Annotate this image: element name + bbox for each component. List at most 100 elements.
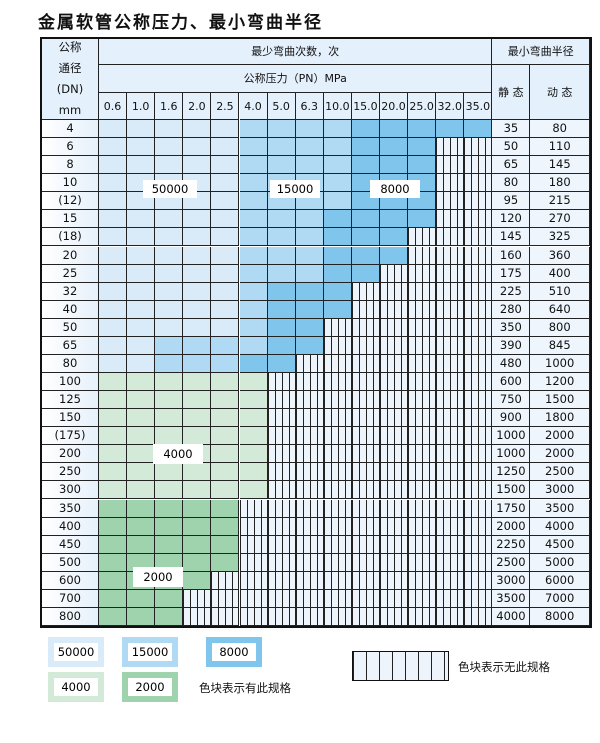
spec-cell-unavailable	[351, 336, 380, 355]
spec-cell-unavailable	[436, 409, 465, 428]
spec-cell-8000	[267, 300, 296, 319]
spec-cell-50000	[99, 354, 128, 373]
spec-cell-unavailable	[267, 409, 296, 428]
spec-cell-50000	[183, 210, 212, 229]
spec-cell-unavailable	[436, 282, 465, 301]
spec-cell-50000	[211, 228, 240, 247]
dn-cell: 4	[42, 120, 99, 139]
static-radius-cell: 80	[492, 174, 531, 193]
dynamic-radius-cell: 510	[530, 282, 590, 301]
spec-cell-8000	[323, 282, 352, 301]
spec-cell-50000	[155, 318, 184, 337]
spec-cell-unavailable	[239, 499, 268, 518]
spec-cell-8000	[408, 120, 437, 139]
zone-label-15000: 15000	[270, 180, 320, 198]
dn-cell: (175)	[42, 427, 99, 446]
spec-cell-unavailable	[436, 373, 465, 392]
spec-cell-4000	[183, 427, 212, 446]
spec-cell-4000	[127, 463, 156, 482]
spec-cell-unavailable	[380, 607, 409, 626]
dn-cell: 80	[42, 354, 99, 373]
static-radius-cell: 1000	[492, 445, 531, 464]
spec-cell-unavailable	[436, 174, 465, 193]
spec-cell-2000	[155, 607, 184, 626]
spec-cell-8000	[351, 228, 380, 247]
spec-cell-8000	[436, 120, 465, 139]
spec-cell-unavailable	[183, 589, 212, 608]
dynamic-radius-cell: 3500	[530, 499, 590, 518]
spec-cell-unavailable	[351, 300, 380, 319]
pressure-col-header: 2.5	[211, 93, 240, 120]
spec-cell-15000	[267, 210, 296, 229]
spec-cell-unavailable	[436, 499, 465, 518]
legend-8000: 8000	[206, 637, 262, 667]
spec-cell-15000	[239, 156, 268, 175]
spec-cell-4000	[127, 391, 156, 410]
spec-cell-8000	[267, 354, 296, 373]
zone-label-2000: 2000	[133, 567, 183, 587]
pressure-col-header: 6.3	[295, 93, 324, 120]
spec-cell-unavailable	[464, 174, 493, 193]
spec-cell-unavailable	[323, 391, 352, 410]
spec-cell-4000	[127, 445, 156, 464]
spec-cell-2000	[127, 517, 156, 536]
spec-cell-unavailable	[323, 354, 352, 373]
spec-cell-unavailable	[408, 571, 437, 590]
spec-cell-15000	[211, 354, 240, 373]
spec-cell-unavailable	[351, 445, 380, 464]
pressure-col-header: 20.0	[380, 93, 409, 120]
spec-cell-50000	[127, 210, 156, 229]
static-radius-cell: 1750	[492, 499, 531, 518]
static-radius-cell: 1500	[492, 481, 531, 500]
spec-cell-4000	[99, 463, 128, 482]
spec-cell-50000	[127, 336, 156, 355]
dn-cell: 10	[42, 174, 99, 193]
spec-cell-unavailable	[408, 354, 437, 373]
spec-cell-2000	[99, 571, 128, 590]
spec-cell-unavailable	[351, 571, 380, 590]
dn-cell: 8	[42, 156, 99, 175]
spec-cell-unavailable	[267, 463, 296, 482]
spec-cell-4000	[155, 409, 184, 428]
spec-cell-2000	[155, 517, 184, 536]
spec-cell-50000	[99, 246, 128, 265]
spec-cell-8000	[295, 336, 324, 355]
zone-label-50000: 50000	[143, 180, 197, 198]
spec-cell-8000	[323, 300, 352, 319]
spec-cell-unavailable	[380, 553, 409, 572]
spec-cell-unavailable	[464, 138, 493, 157]
spec-cell-50000	[211, 192, 240, 211]
spec-cell-unavailable	[211, 607, 240, 626]
spec-cell-4000	[183, 481, 212, 500]
spec-cell-unavailable	[323, 589, 352, 608]
spec-cell-2000	[127, 535, 156, 554]
spec-cell-50000	[155, 210, 184, 229]
spec-cell-2000	[211, 517, 240, 536]
spec-cell-8000	[351, 210, 380, 229]
spec-cell-unavailable	[295, 517, 324, 536]
spec-cell-15000	[239, 174, 268, 193]
legend-has-spec-text: 色块表示有此规格	[199, 681, 291, 695]
legend-label: 8000	[212, 643, 256, 661]
dn-cell: 20	[42, 246, 99, 265]
spec-cell-2000	[127, 607, 156, 626]
spec-cell-unavailable	[295, 607, 324, 626]
spec-cell-15000	[267, 156, 296, 175]
spec-cell-unavailable	[464, 481, 493, 500]
spec-cell-4000	[211, 391, 240, 410]
spec-cell-unavailable	[436, 589, 465, 608]
spec-cell-unavailable	[436, 535, 465, 554]
spec-cell-unavailable	[408, 481, 437, 500]
spec-cell-unavailable	[267, 445, 296, 464]
dynamic-radius-cell: 2000	[530, 445, 590, 464]
spec-cell-4000	[127, 427, 156, 446]
legend-label: 50000	[54, 643, 98, 661]
spec-cell-15000	[183, 336, 212, 355]
spec-cell-unavailable	[408, 391, 437, 410]
spec-cell-2000	[183, 499, 212, 518]
spec-cell-50000	[127, 138, 156, 157]
spec-cell-unavailable	[295, 535, 324, 554]
spec-cell-4000	[239, 481, 268, 500]
spec-cell-unavailable	[267, 571, 296, 590]
dynamic-radius-cell: 180	[530, 174, 590, 193]
